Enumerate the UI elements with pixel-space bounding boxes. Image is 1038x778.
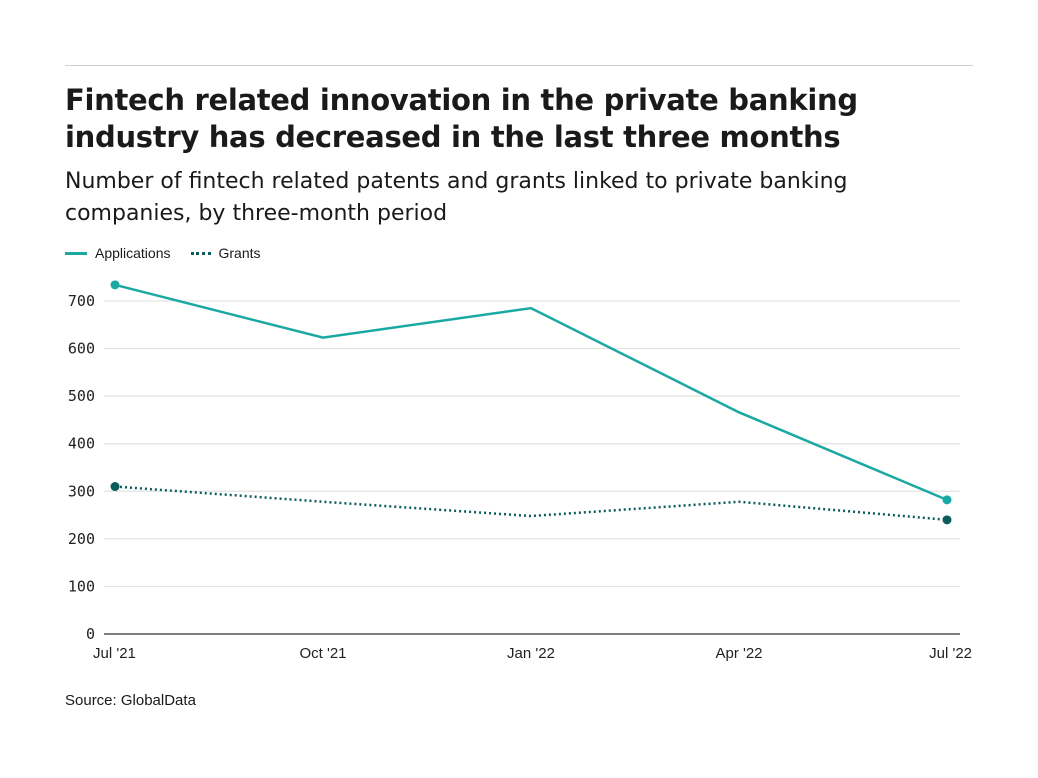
y-tick-label: 300 bbox=[68, 482, 95, 500]
y-tick-label: 600 bbox=[68, 340, 95, 358]
series-line-applications bbox=[114, 283, 948, 502]
data-point-grants bbox=[942, 515, 952, 525]
x-tick-label: Oct '21 bbox=[299, 645, 346, 662]
legend-swatch-applications bbox=[65, 251, 87, 255]
chart-subtitle: Number of fintech related patents and gr… bbox=[65, 169, 848, 226]
y-tick-label: 400 bbox=[68, 435, 95, 453]
x-tick-label: Jul '22 bbox=[929, 645, 972, 662]
y-tick-label: 0 bbox=[86, 625, 95, 643]
legend-swatch-grants bbox=[190, 251, 211, 255]
data-point-applications bbox=[110, 280, 120, 290]
x-tick-label: Jul '21 bbox=[93, 645, 136, 662]
x-tick-label: Jan '22 bbox=[507, 645, 555, 662]
legend-label-applications: Applications bbox=[95, 245, 171, 261]
source-note: Source: GlobalData bbox=[65, 692, 196, 709]
y-tick-label: 100 bbox=[68, 577, 95, 595]
x-tick-label: Apr '22 bbox=[715, 645, 762, 662]
chart-title: Fintech related innovation in the privat… bbox=[65, 83, 858, 154]
legend-label-grants: Grants bbox=[218, 245, 261, 261]
top-rule bbox=[65, 65, 973, 66]
data-point-grants bbox=[110, 482, 120, 492]
y-tick-label: 200 bbox=[68, 530, 95, 548]
data-point-applications bbox=[942, 495, 952, 505]
legend: Applications Grants bbox=[65, 245, 273, 261]
y-tick-label: 500 bbox=[68, 387, 95, 405]
series-line-grants bbox=[114, 485, 948, 522]
y-tick-label: 700 bbox=[68, 292, 95, 310]
